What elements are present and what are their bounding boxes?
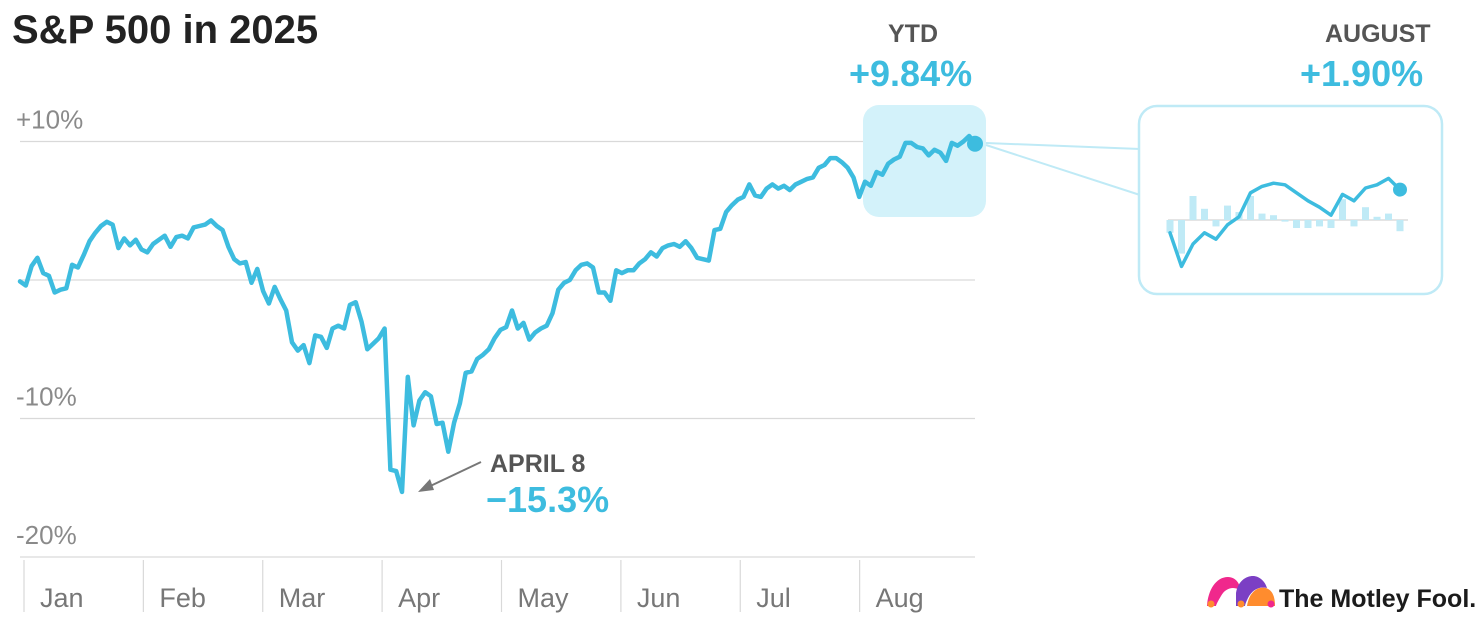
inset-daily-bar [1327,220,1335,228]
ytd-label: YTD [888,20,938,48]
ytd-highlight-box [863,105,986,217]
inset-daily-bar [1189,196,1197,220]
inset-daily-bar [1166,220,1174,233]
motley-fool-logo: The Motley Fool. [1207,576,1476,613]
low-annotation: APRIL 8 −15.3% [418,450,609,520]
inset-daily-bar [1293,220,1300,228]
inset-daily-bar [1224,205,1231,220]
inset-daily-bar [1350,220,1358,227]
august-label: AUGUST [1325,20,1431,48]
low-label: APRIL 8 [490,450,585,478]
inset-daily-bar [1304,220,1312,228]
month-label: May [518,583,570,613]
month-label: Aug [876,583,924,613]
inset-daily-bar [1316,220,1323,227]
inset-daily-bar [1373,216,1381,220]
inset-connector-lower [985,144,1141,196]
low-arrowhead [418,479,434,492]
gridlines [20,140,975,558]
jester-hat-icon [1207,576,1275,608]
month-label: Jan [40,583,84,613]
y-axis-ticks: +10% -10% -20% [16,105,83,551]
y-tick-label: +10% [16,105,83,135]
month-label: Apr [398,583,440,613]
inset-daily-bar [1178,220,1185,254]
inset-daily-bars [1166,196,1404,254]
low-arrow [423,461,482,490]
inset-daily-bar [1385,213,1392,220]
inset-daily-bar [1212,220,1220,227]
month-label: Feb [159,583,206,613]
y-tick-label: -10% [16,382,77,412]
inset-daily-bar [1362,207,1369,220]
august-value: +1.90% [1300,53,1423,94]
inset-cumulative-line [1168,176,1402,269]
inset-end-point [1393,182,1407,197]
low-value: −15.3% [486,479,609,520]
inset-daily-bar [1270,215,1277,220]
month-label: Jul [756,583,791,613]
chart-title: S&P 500 in 2025 [12,8,318,52]
inset-daily-bar [1396,220,1404,232]
month-label: Jun [637,583,681,613]
month-label: Mar [279,583,326,613]
inset-daily-bar [1258,213,1266,220]
inset-daily-bar [1281,220,1289,222]
inset-daily-bar [1201,208,1208,220]
brand-name: The Motley Fool. [1279,585,1476,613]
inset-connector [985,142,1141,150]
inset-frame [1137,104,1444,296]
ytd-end-point [967,135,983,152]
y-tick-label: -20% [16,520,77,550]
ytd-value: +9.84% [849,53,972,94]
sp500-line [17,133,978,495]
inset-daily-bar [1339,199,1346,220]
inset-daily-bar [1247,196,1254,220]
x-axis-months: Jan Feb Mar Apr May Jun Jul Aug [23,560,924,613]
august-inset: AUGUST +1.90% [1137,20,1444,296]
